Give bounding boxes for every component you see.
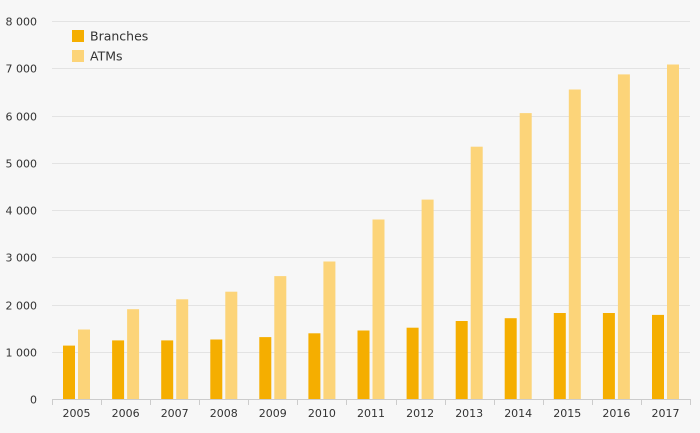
bar-branches-2017 (652, 314, 664, 399)
x-tick-label: 2013 (455, 407, 483, 420)
bar-atms-2007 (176, 299, 189, 399)
bar-atms-2009 (274, 276, 287, 399)
bar-atms-2010 (323, 261, 336, 399)
bars (63, 64, 679, 400)
bar-atms-2016 (617, 74, 630, 400)
bar-atms-2005 (78, 329, 90, 399)
x-tick-label: 2014 (504, 407, 532, 420)
y-tick-label: 1 000 (6, 347, 38, 360)
legend-swatch-branches (72, 30, 84, 42)
y-tick-label: 0 (30, 394, 37, 407)
y-tick-label: 4 000 (6, 205, 38, 218)
legend-swatch-atms (72, 50, 84, 62)
bar-branches-2007 (161, 340, 174, 399)
bar-atms-2014 (519, 113, 532, 399)
x-tick-label: 2012 (406, 407, 434, 420)
x-tick-label: 2007 (161, 407, 189, 420)
x-tick-label: 2010 (308, 407, 336, 420)
bar-branches-2005 (63, 345, 75, 399)
x-tick-label: 2008 (210, 407, 238, 420)
bar-branches-2008 (210, 339, 223, 399)
legend-label-atms: ATMs (90, 49, 123, 64)
bar-branches-2006 (112, 340, 125, 399)
x-tick-label: 2006 (112, 407, 140, 420)
bar-branches-2012 (406, 327, 419, 399)
bar-atms-2012 (421, 199, 434, 399)
bar-atms-2017 (667, 64, 679, 399)
x-tick-label: 2005 (63, 407, 91, 420)
y-tick-label: 2 000 (6, 300, 38, 313)
x-tick-label: 2009 (259, 407, 287, 420)
y-tick-label: 8 000 (6, 16, 38, 29)
x-tick-label: 2017 (652, 407, 680, 420)
legend-label-branches: Branches (90, 29, 148, 44)
bar-atms-2011 (372, 219, 385, 399)
bar-branches-2014 (504, 318, 517, 399)
y-axis-ticks: 0 1 000 2 000 3 000 4 000 5 000 6 000 7 000 8 00… (6, 16, 38, 407)
bar-branches-2013 (455, 321, 468, 399)
x-axis: 2005 2006 2007 2008 2009 2010 2011 2012 2013 2014… (52, 399, 691, 420)
y-tick-label: 6 000 (6, 111, 38, 124)
bar-atms-2006 (127, 309, 140, 399)
bar-atms-2008 (225, 291, 238, 399)
legend: Branches ATMs (72, 29, 148, 64)
gridlines (52, 21, 690, 353)
bar-atms-2013 (470, 146, 483, 399)
x-tick-label: 2011 (357, 407, 385, 420)
y-tick-label: 7 000 (6, 63, 38, 76)
y-tick-label: 3 000 (6, 252, 38, 265)
x-tick-label: 2015 (553, 407, 581, 420)
bar-branches-2011 (357, 330, 370, 399)
bar-branches-2010 (308, 333, 321, 399)
bar-atms-2015 (568, 89, 581, 399)
bar-branches-2009 (259, 337, 272, 399)
bar-branches-2016 (602, 313, 615, 399)
y-tick-label: 5 000 (6, 158, 38, 171)
bar-branches-2015 (553, 313, 566, 399)
x-tick-label: 2016 (602, 407, 630, 420)
